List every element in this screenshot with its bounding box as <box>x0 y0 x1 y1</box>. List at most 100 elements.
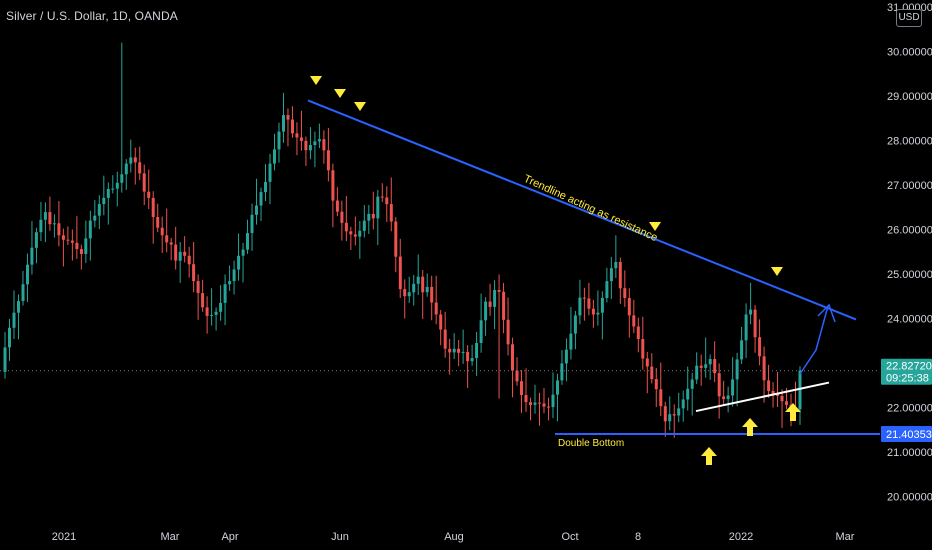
candle-body <box>506 319 510 345</box>
candle-body <box>160 227 164 236</box>
down-triangle-marker <box>334 89 346 98</box>
candle-body <box>246 233 249 250</box>
candle-body <box>623 288 627 298</box>
candle-body <box>286 115 290 120</box>
candle-body <box>344 222 348 232</box>
candle-body <box>614 262 618 269</box>
candle-body <box>12 312 16 328</box>
candle-body <box>591 308 595 315</box>
candle-body <box>672 414 676 416</box>
candle-body <box>398 256 402 290</box>
candle-body <box>165 235 169 243</box>
candle-body <box>434 302 438 315</box>
currency-button[interactable]: USD <box>896 9 922 27</box>
candle-body <box>102 197 106 205</box>
candle-body <box>758 337 762 357</box>
candle-body <box>255 205 258 215</box>
candle-body <box>475 343 479 359</box>
candle-body <box>264 181 267 193</box>
candle-body <box>668 414 672 422</box>
candle-body <box>798 370 802 410</box>
candle-body <box>690 379 694 389</box>
candle-body <box>511 344 514 371</box>
candle-body <box>704 364 708 368</box>
candle-body <box>663 406 667 422</box>
candle-body <box>26 264 29 285</box>
y-tick-label: 29.00000 <box>887 91 932 103</box>
candle-body <box>632 315 636 327</box>
candle-body <box>308 145 312 151</box>
candle-body <box>762 356 766 381</box>
candle-body <box>538 402 541 404</box>
candle-body <box>115 182 119 189</box>
x-tick-label: Apr <box>221 531 238 543</box>
candle-body <box>502 291 506 320</box>
symbol-title: Silver / U.S. Dollar, 1D, OANDA <box>6 9 178 23</box>
down-triangle-marker <box>649 222 661 231</box>
down-triangle-marker <box>354 102 366 111</box>
candle-body <box>317 139 321 142</box>
candle-body <box>493 290 497 307</box>
candle-body <box>17 301 20 313</box>
candle-body <box>394 221 398 257</box>
candle-body <box>520 381 523 395</box>
candle-body <box>187 255 191 265</box>
candle-body <box>376 196 380 219</box>
candle-body <box>223 284 227 303</box>
candle-body <box>600 298 604 313</box>
last-price-tag <box>881 358 932 385</box>
candle-body <box>75 242 79 250</box>
candle-body <box>497 290 501 292</box>
projection-arrowhead <box>817 303 836 323</box>
down-triangle-marker <box>310 76 322 85</box>
candle-body <box>88 220 92 239</box>
candle-body <box>214 311 218 315</box>
candle-body <box>542 403 546 407</box>
x-axis[interactable]: 2021 Mar Apr Jun Aug Oct 8 2022 Mar <box>52 531 855 543</box>
candle-body <box>313 141 317 145</box>
candle-body <box>362 220 366 231</box>
candle-body <box>407 292 411 297</box>
candle-body <box>66 239 70 241</box>
candle-body <box>681 399 685 409</box>
countdown-timer: 09:25:38 <box>886 373 929 385</box>
candle-body <box>636 326 640 339</box>
candle-body <box>39 219 43 233</box>
candle-body <box>138 162 142 174</box>
projection-arrow-line <box>799 305 829 375</box>
candle-body <box>380 196 384 198</box>
candle-body <box>57 223 61 236</box>
candle-body <box>731 379 735 396</box>
y-tick-label: 24.00000 <box>887 314 932 326</box>
candle-body <box>70 240 74 243</box>
candle-body <box>618 262 622 289</box>
candle-body <box>569 333 573 350</box>
candle-body <box>776 394 779 396</box>
candle-body <box>93 215 97 221</box>
candle-body <box>479 320 483 343</box>
candle-body <box>425 286 429 293</box>
candle-body <box>48 212 52 225</box>
candle-body <box>695 365 699 380</box>
candle-body <box>273 149 276 164</box>
candle-body <box>699 365 703 368</box>
y-axis[interactable]: 20.0000021.0000022.0000023.0000024.00000… <box>881 2 932 504</box>
candle-body <box>340 211 344 223</box>
candle-body <box>744 314 748 341</box>
candle-body <box>142 173 146 192</box>
candle-body <box>299 137 303 141</box>
candle-body <box>659 389 663 407</box>
candle-body <box>371 213 375 219</box>
candle-body <box>111 188 115 190</box>
up-arrow-marker <box>701 447 717 465</box>
x-tick-label: Jun <box>331 531 349 543</box>
x-tick-label: Oct <box>561 531 578 543</box>
y-tick-label: 27.00000 <box>887 180 932 192</box>
candle-body <box>201 293 205 308</box>
candle-body <box>650 366 654 380</box>
candle-body <box>282 115 285 132</box>
rising-support-line <box>695 381 830 413</box>
double-bottom-label: Double Bottom <box>558 438 624 449</box>
down-triangle-marker <box>771 267 783 276</box>
